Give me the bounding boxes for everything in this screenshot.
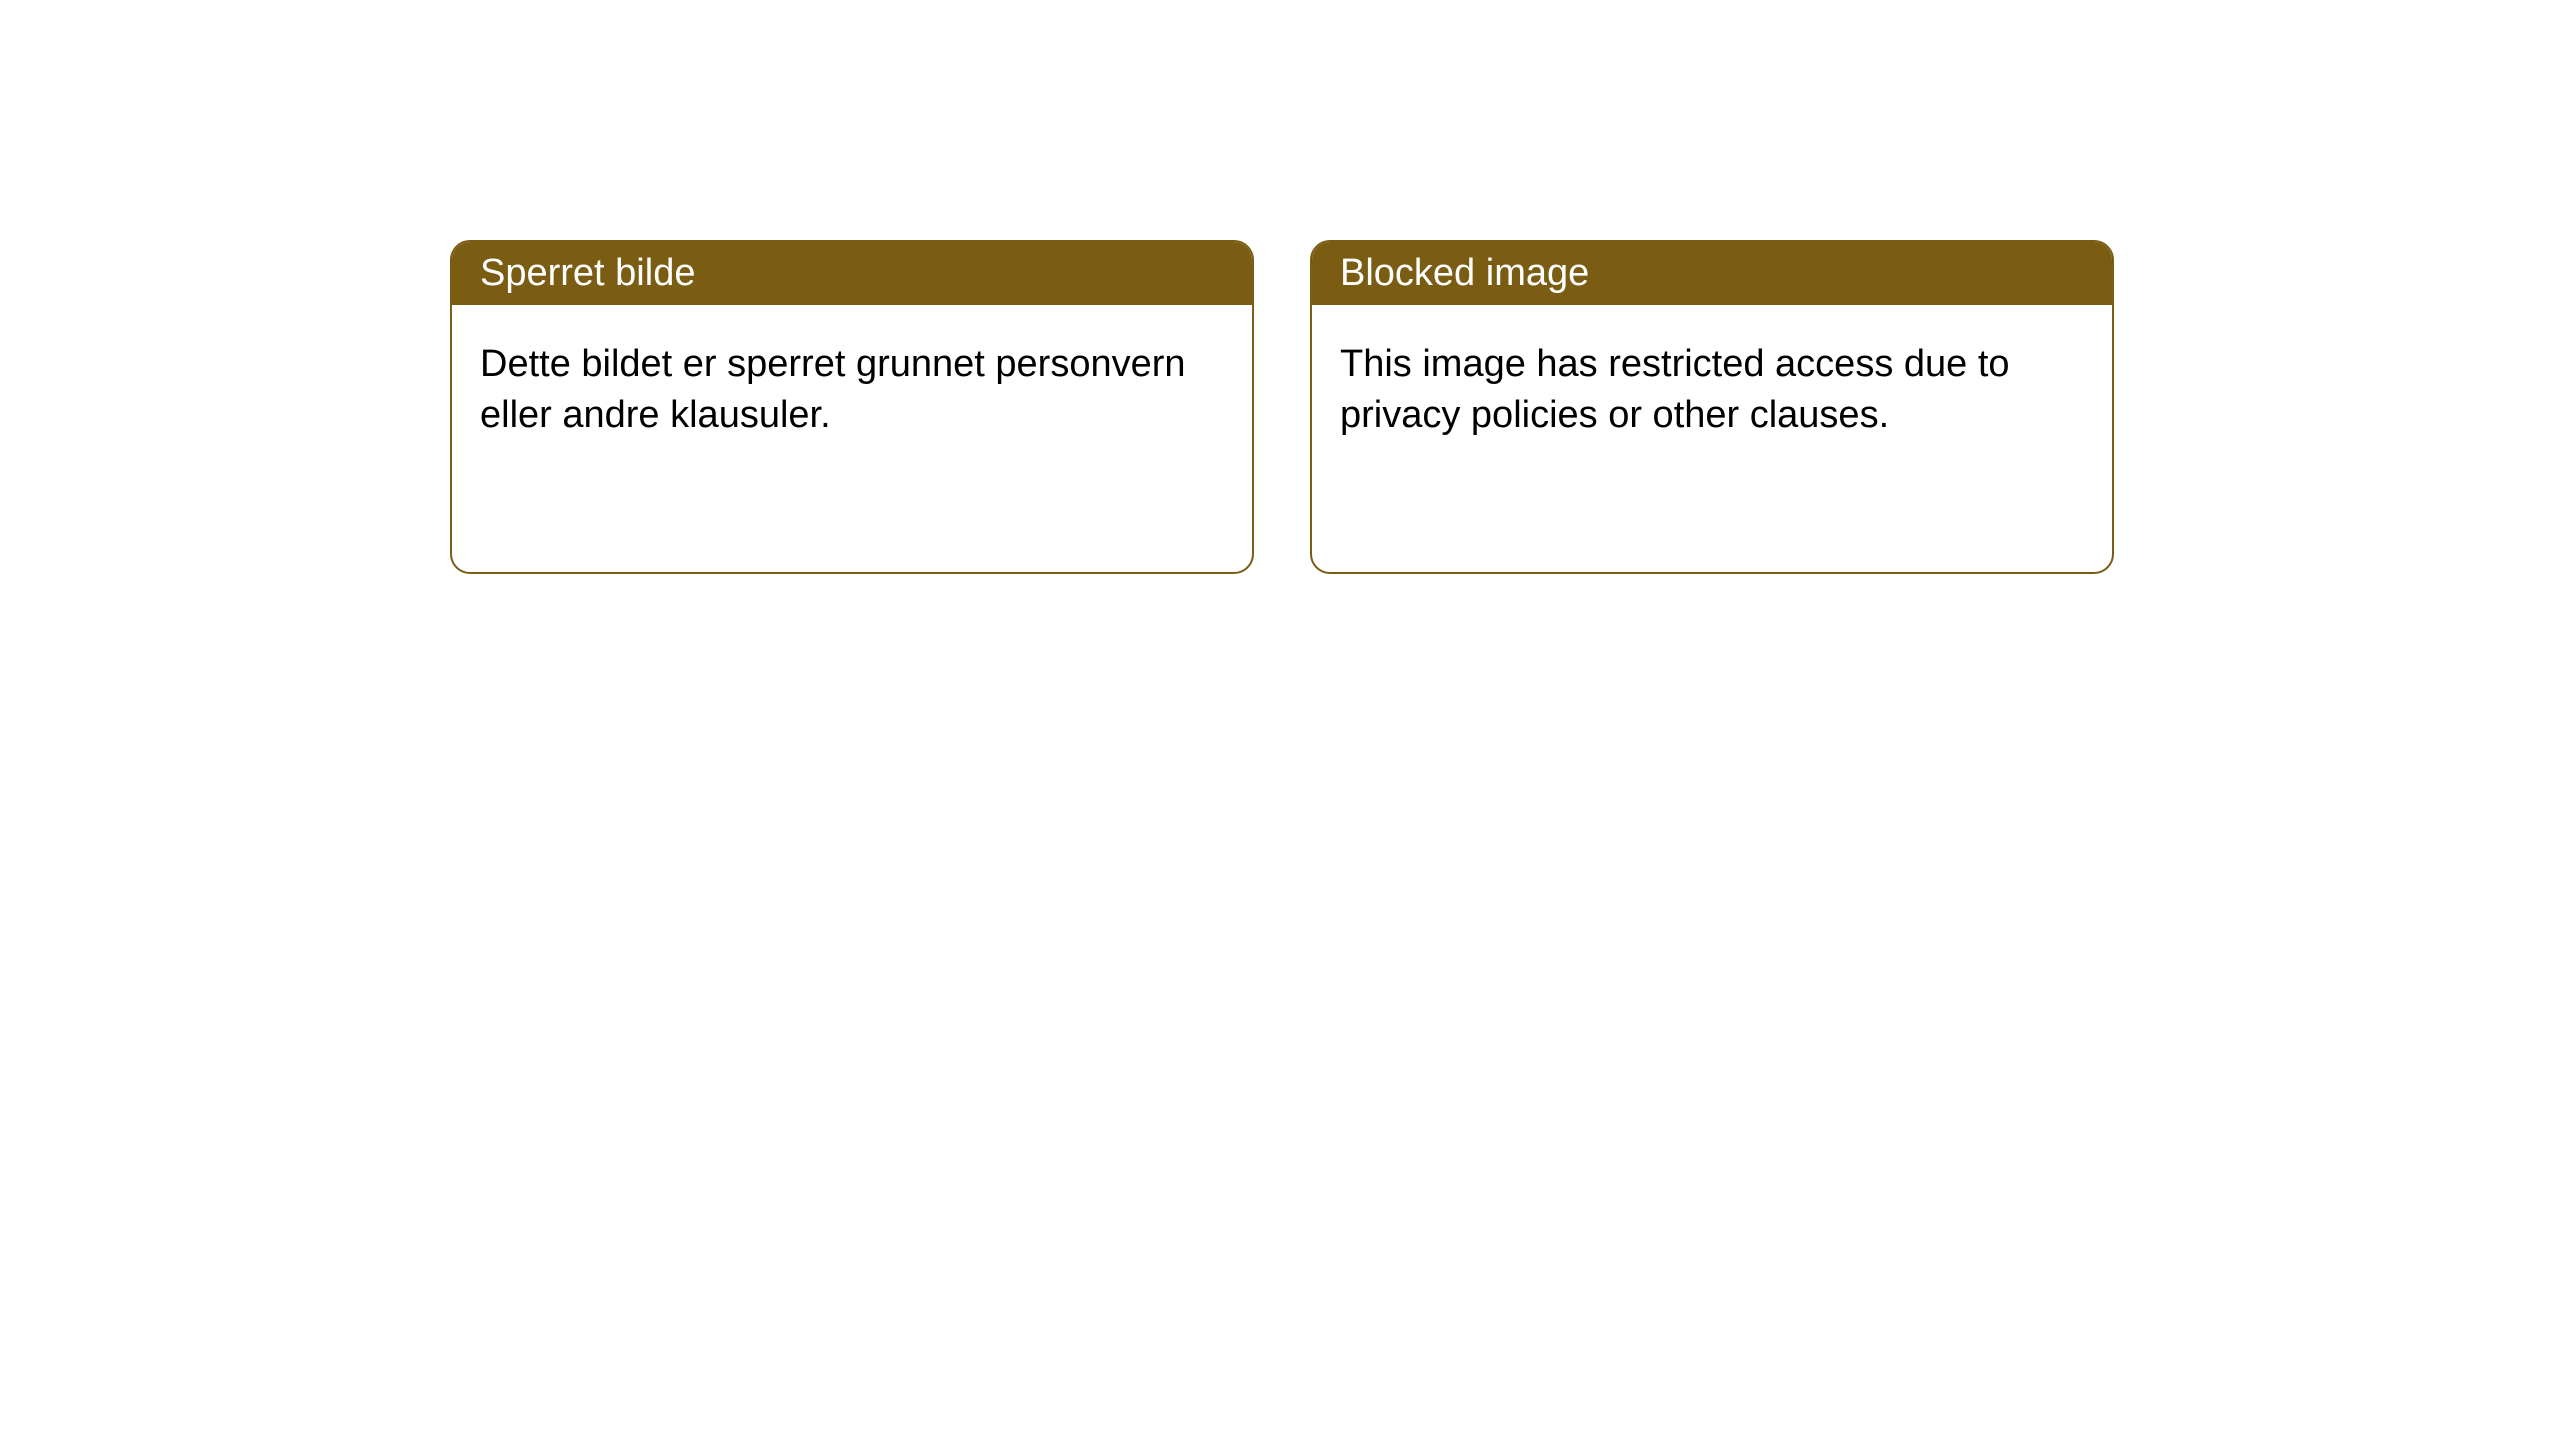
card-body-text: This image has restricted access due to … <box>1340 343 2010 436</box>
card-body: This image has restricted access due to … <box>1312 305 2112 476</box>
card-title: Blocked image <box>1340 252 1589 294</box>
card-title: Sperret bilde <box>480 252 695 294</box>
cards-container: Sperret bilde Dette bildet er sperret gr… <box>0 0 2560 574</box>
card-body: Dette bildet er sperret grunnet personve… <box>452 305 1252 476</box>
blocked-image-card-en: Blocked image This image has restricted … <box>1310 240 2114 574</box>
blocked-image-card-no: Sperret bilde Dette bildet er sperret gr… <box>450 240 1254 574</box>
card-header: Sperret bilde <box>452 242 1252 305</box>
card-body-text: Dette bildet er sperret grunnet personve… <box>480 343 1186 436</box>
card-header: Blocked image <box>1312 242 2112 305</box>
